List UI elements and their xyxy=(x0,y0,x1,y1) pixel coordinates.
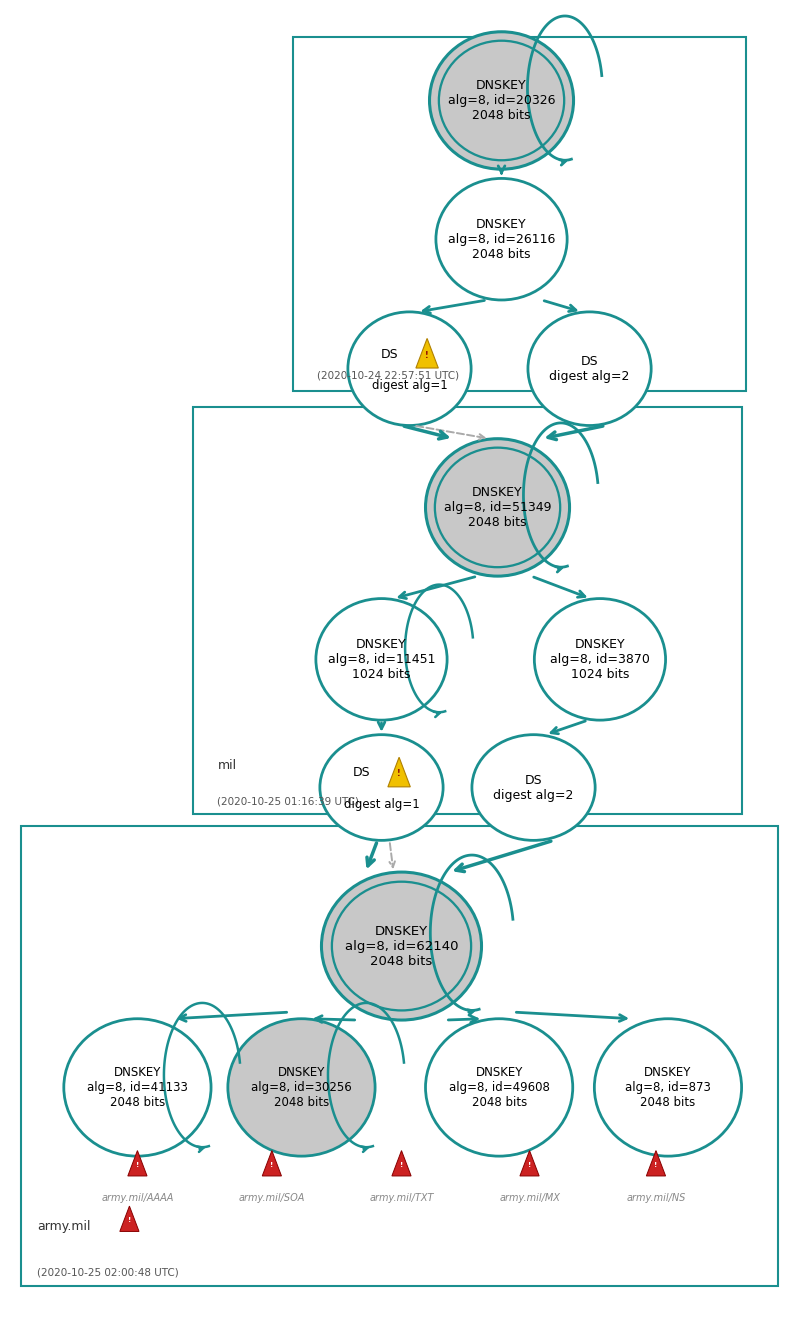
Ellipse shape xyxy=(593,1018,741,1156)
Text: digest alg=1: digest alg=1 xyxy=(343,798,419,812)
Text: !: ! xyxy=(527,1162,530,1168)
Text: DNSKEY
alg=8, id=30256
2048 bits: DNSKEY alg=8, id=30256 2048 bits xyxy=(251,1066,351,1110)
Ellipse shape xyxy=(321,873,481,1019)
Text: army.mil/AAAA: army.mil/AAAA xyxy=(101,1193,173,1204)
Text: !: ! xyxy=(399,1162,403,1168)
Ellipse shape xyxy=(527,312,650,425)
Polygon shape xyxy=(262,1151,282,1176)
Ellipse shape xyxy=(228,1018,375,1156)
Polygon shape xyxy=(391,1151,411,1176)
Text: DNSKEY
alg=8, id=62140
2048 bits: DNSKEY alg=8, id=62140 2048 bits xyxy=(344,924,458,968)
Ellipse shape xyxy=(63,1018,211,1156)
Ellipse shape xyxy=(429,32,573,169)
Polygon shape xyxy=(128,1151,147,1176)
Text: DS: DS xyxy=(380,348,398,360)
FancyBboxPatch shape xyxy=(22,826,776,1286)
Text: (2020-10-24 22:57:51 UTC): (2020-10-24 22:57:51 UTC) xyxy=(317,371,459,380)
Text: DNSKEY
alg=8, id=11451
1024 bits: DNSKEY alg=8, id=11451 1024 bits xyxy=(327,638,435,681)
Text: !: ! xyxy=(128,1217,131,1223)
Text: DNSKEY
alg=8, id=51349
2048 bits: DNSKEY alg=8, id=51349 2048 bits xyxy=(444,486,551,528)
Text: DS: DS xyxy=(352,767,370,780)
Text: DNSKEY
alg=8, id=41133
2048 bits: DNSKEY alg=8, id=41133 2048 bits xyxy=(87,1066,188,1110)
Ellipse shape xyxy=(472,735,594,841)
Text: digest alg=1: digest alg=1 xyxy=(371,380,447,392)
Text: !: ! xyxy=(425,351,428,360)
Text: !: ! xyxy=(270,1162,273,1168)
Text: (2020-10-25 01:16:39 UTC): (2020-10-25 01:16:39 UTC) xyxy=(217,796,359,806)
Polygon shape xyxy=(119,1206,139,1231)
Text: DS
digest alg=2: DS digest alg=2 xyxy=(492,773,573,801)
Ellipse shape xyxy=(347,312,471,425)
Ellipse shape xyxy=(319,735,443,841)
Text: (2020-10-25 02:00:48 UTC): (2020-10-25 02:00:48 UTC) xyxy=(38,1267,179,1278)
Polygon shape xyxy=(646,1151,665,1176)
FancyBboxPatch shape xyxy=(193,406,741,814)
Text: !: ! xyxy=(136,1162,139,1168)
Text: !: ! xyxy=(654,1162,657,1168)
Polygon shape xyxy=(387,757,410,786)
Text: DNSKEY
alg=8, id=20326
2048 bits: DNSKEY alg=8, id=20326 2048 bits xyxy=(448,79,555,122)
Text: DNSKEY
alg=8, id=49608
2048 bits: DNSKEY alg=8, id=49608 2048 bits xyxy=(448,1066,549,1110)
Ellipse shape xyxy=(435,179,566,301)
Text: DS
digest alg=2: DS digest alg=2 xyxy=(549,355,629,383)
Text: army.mil/SOA: army.mil/SOA xyxy=(238,1193,305,1204)
FancyBboxPatch shape xyxy=(293,37,745,391)
Text: mil: mil xyxy=(217,759,237,772)
Text: DNSKEY
alg=8, id=873
2048 bits: DNSKEY alg=8, id=873 2048 bits xyxy=(624,1066,710,1110)
Ellipse shape xyxy=(425,438,569,576)
Polygon shape xyxy=(415,339,438,368)
Ellipse shape xyxy=(315,598,447,720)
Text: army.mil/MX: army.mil/MX xyxy=(499,1193,559,1204)
Text: army.mil: army.mil xyxy=(38,1219,91,1233)
Ellipse shape xyxy=(533,598,665,720)
Text: army.mil/TXT: army.mil/TXT xyxy=(369,1193,433,1204)
Text: DNSKEY
alg=8, id=3870
1024 bits: DNSKEY alg=8, id=3870 1024 bits xyxy=(549,638,649,681)
Text: army.mil/NS: army.mil/NS xyxy=(626,1193,685,1204)
Text: !: ! xyxy=(397,769,400,779)
Polygon shape xyxy=(519,1151,538,1176)
Ellipse shape xyxy=(425,1018,572,1156)
Text: DNSKEY
alg=8, id=26116
2048 bits: DNSKEY alg=8, id=26116 2048 bits xyxy=(448,217,554,261)
